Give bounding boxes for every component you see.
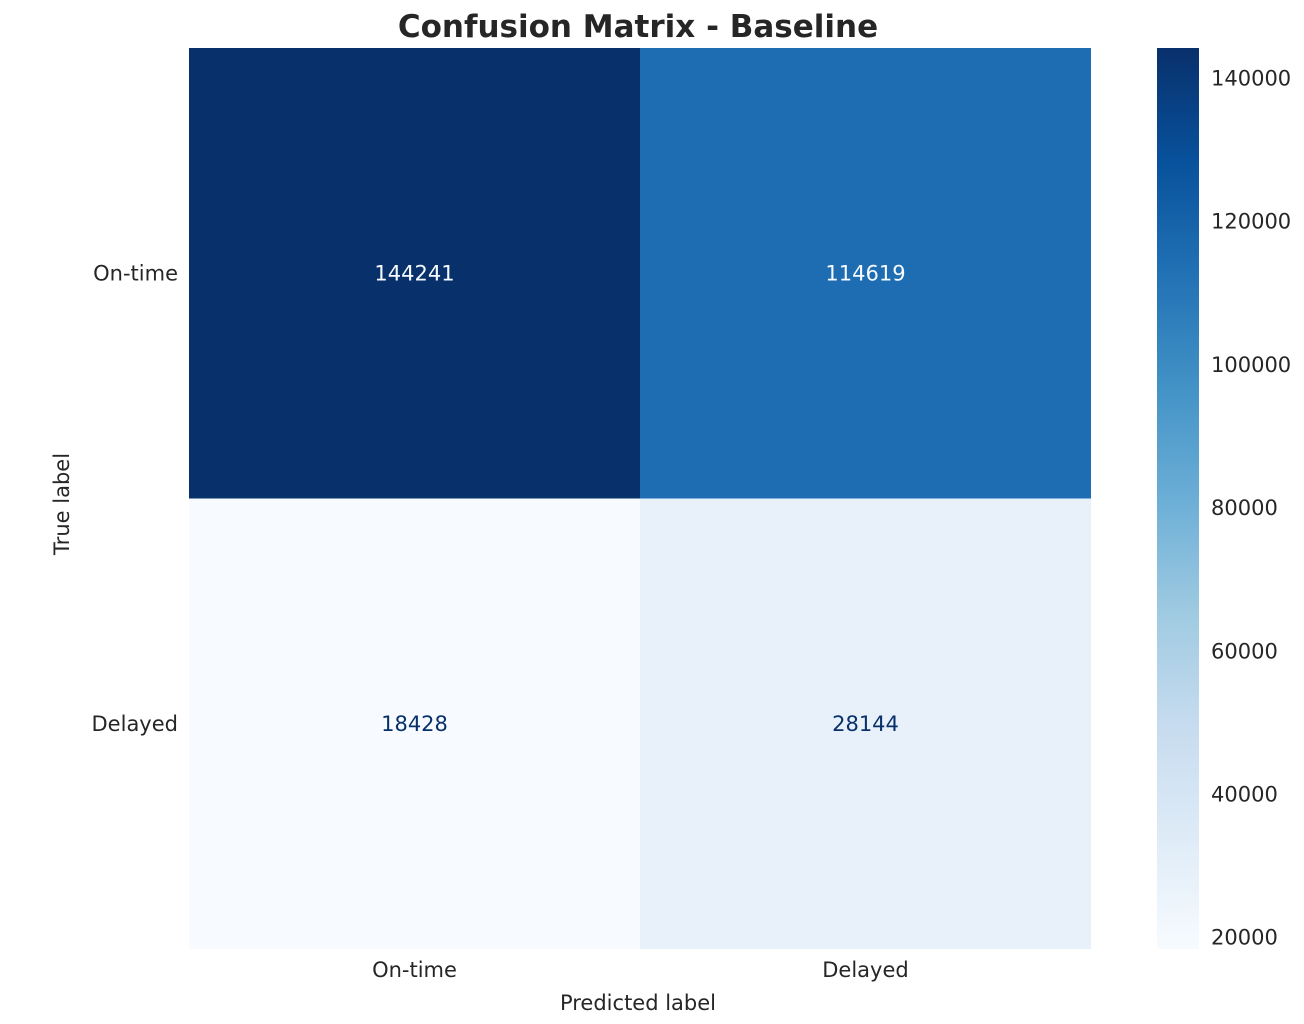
- colorbar-tick-label-120000: 120000: [1211, 210, 1291, 234]
- heatmap-cell-on-time-delayed: [640, 48, 1091, 499]
- colorbar-tick-label-80000: 80000: [1211, 496, 1278, 520]
- heatmap-cell-delayed-delayed: [640, 498, 1091, 949]
- cell-value-delayed-on-time: 18428: [381, 712, 448, 736]
- y-tick-label-on-time: On-time: [93, 261, 178, 285]
- cell-value-delayed-delayed: 28144: [832, 712, 899, 736]
- y-tick-label-delayed: Delayed: [92, 712, 178, 736]
- cell-value-on-time-on-time: 144241: [374, 261, 454, 285]
- cell-value-on-time-delayed: 114619: [825, 261, 905, 285]
- heatmap-cell-on-time-on-time: [189, 48, 640, 499]
- colorbar-tick-label-100000: 100000: [1211, 353, 1291, 377]
- x-axis-ticks: On-time Delayed: [372, 958, 909, 982]
- x-tick-label-delayed: Delayed: [822, 958, 908, 982]
- chart-title: Confusion Matrix - Baseline: [398, 9, 878, 45]
- y-axis-label: True label: [50, 453, 74, 556]
- colorbar-tick-label-60000: 60000: [1211, 639, 1278, 663]
- colorbar-tick-label-140000: 140000: [1211, 66, 1291, 90]
- heatmap-cell-delayed-on-time: [189, 498, 640, 949]
- colorbar: [1157, 48, 1199, 949]
- x-axis-label: Predicted label: [560, 991, 716, 1015]
- heatmap-cells: [189, 48, 1091, 949]
- colorbar-tick-label-20000: 20000: [1211, 926, 1278, 950]
- colorbar-ticks: 20000 40000 60000 80000 100000 120000 140000: [1211, 66, 1291, 949]
- colorbar-tick-label-40000: 40000: [1211, 783, 1278, 807]
- y-axis-ticks: On-time Delayed: [92, 261, 178, 736]
- x-tick-label-on-time: On-time: [372, 958, 457, 982]
- cell-value-labels: 144241 114619 18428 28144: [374, 261, 905, 736]
